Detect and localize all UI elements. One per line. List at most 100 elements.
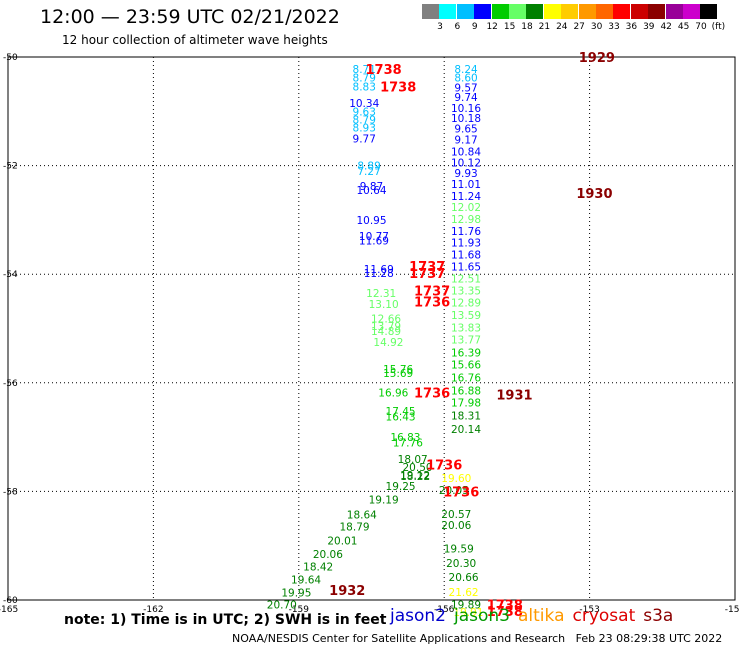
- time-label: 1736: [443, 485, 479, 500]
- color-swatch: [665, 4, 683, 19]
- swh-point: 19.59: [444, 543, 474, 555]
- footer-note: note: 1) Time is in UTC; 2) SWH is in fe…: [64, 612, 387, 628]
- time-label: 1738: [487, 598, 523, 613]
- swh-point: 19.19: [369, 495, 399, 507]
- time-label: 1736: [426, 458, 462, 473]
- swh-point: 12.98: [451, 214, 481, 226]
- legend-altika: altika: [518, 606, 565, 626]
- swh-point: 17.98: [451, 397, 481, 409]
- x-tick-label: -156: [434, 605, 455, 615]
- swh-point: 20.30: [446, 558, 476, 570]
- swh-point: 18.64: [347, 510, 377, 522]
- time-label: 1736: [414, 295, 450, 310]
- color-scale-label: 15: [503, 22, 516, 32]
- swh-point: 9.74: [454, 92, 478, 104]
- swh-point: 8.93: [353, 123, 376, 135]
- swh-point: 20.57: [441, 509, 471, 521]
- swh-point: 11.69: [359, 236, 389, 248]
- swh-point: 17.76: [393, 438, 423, 450]
- x-tick-label: -159: [289, 605, 310, 615]
- swh-point: 10.77: [359, 231, 389, 243]
- swh-point: 10.84: [451, 146, 481, 158]
- swh-point: 8.71: [353, 64, 376, 76]
- swh-point: 11.69: [364, 264, 394, 276]
- swh-point: 20.01: [327, 535, 357, 547]
- swh-point: 10.18: [451, 113, 481, 125]
- swh-point: 19.25: [386, 481, 416, 493]
- y-tick-label: -56: [3, 379, 18, 389]
- time-label: 1738: [380, 80, 416, 95]
- color-swatch: [526, 4, 544, 19]
- time-label: 1930: [576, 187, 612, 202]
- color-swatch: [543, 4, 561, 19]
- swh-point: 19.60: [441, 473, 471, 485]
- swh-point: 20.50: [403, 462, 433, 474]
- x-tick-label: -162: [143, 605, 163, 615]
- swh-point: 12.51: [451, 274, 481, 286]
- swh-point: 10.34: [349, 98, 379, 110]
- legend-cryosat: cryosat: [572, 606, 636, 626]
- swh-point: 16.96: [378, 388, 408, 400]
- swh-point: 9.63: [353, 106, 376, 118]
- time-label: 1737: [414, 284, 450, 299]
- color-swatch: [578, 4, 596, 19]
- swh-point: 11.93: [451, 238, 481, 250]
- swh-point: 13.83: [451, 322, 481, 334]
- chart-subtitle: 12 hour collection of altimeter wave hei…: [62, 33, 328, 47]
- time-label: 1737: [409, 260, 445, 275]
- swh-point: 20.06: [441, 520, 471, 532]
- swh-point: 10.95: [356, 215, 386, 227]
- credit-line: NOAA/NESDIS Center for Satellite Applica…: [232, 632, 723, 645]
- color-scale-label: 42: [660, 22, 672, 32]
- swh-point: 10.16: [451, 103, 481, 115]
- swh-point: 14.92: [373, 337, 403, 349]
- color-swatch: [630, 4, 648, 19]
- swh-point: 8.83: [353, 81, 376, 93]
- swh-point: 14.89: [371, 326, 401, 338]
- x-tick-label: -150: [725, 605, 740, 615]
- time-label: 1738: [487, 605, 523, 620]
- swh-point: 18.79: [340, 522, 370, 534]
- chart-title: 12:00 — 23:59 UTC 02/21/2022: [40, 6, 340, 28]
- satellite-legend: jason2 jason3 altika cryosat s3a: [390, 606, 681, 626]
- swh-point: 13.77: [451, 334, 481, 346]
- swh-point: 20.66: [449, 572, 479, 584]
- swh-point: 8.60: [454, 73, 477, 85]
- color-swatch: [596, 4, 613, 19]
- color-scale-label: 6: [454, 22, 461, 32]
- legend-jason3: jason3: [454, 606, 510, 626]
- color-swatch: [474, 4, 492, 19]
- color-swatch: [613, 4, 631, 19]
- color-swatch: [683, 4, 700, 19]
- swh-point: 12.31: [366, 288, 396, 300]
- swh-point: 8.24: [454, 64, 478, 76]
- color-scale-label: 70: [695, 22, 707, 32]
- swh-point: 12.89: [451, 297, 481, 309]
- swh-point: 11.76: [451, 226, 481, 238]
- time-label: 1932: [329, 584, 365, 599]
- y-tick-label: -60: [3, 596, 18, 606]
- swh-point: 11.28: [364, 268, 394, 280]
- swh-point: 11.24: [451, 191, 481, 203]
- swh-point: 15.66: [451, 359, 481, 371]
- swh-point: 20.14: [451, 424, 481, 436]
- time-label: 1737: [409, 267, 445, 282]
- swh-point: 18.42: [303, 561, 333, 573]
- swh-point: 12.66: [371, 314, 401, 326]
- color-scale-label: 27: [573, 22, 585, 32]
- y-tick-label: -58: [3, 487, 18, 497]
- color-scale-label: 9: [471, 22, 478, 32]
- swh-point: 15.76: [383, 364, 413, 376]
- swh-point: 9.77: [353, 133, 376, 145]
- swh-point: 9.57: [454, 82, 477, 94]
- color-swatch: [561, 4, 579, 19]
- swh-point: 11.01: [451, 179, 481, 191]
- swh-point: 18.31: [451, 410, 481, 422]
- swh-point: 17.45: [386, 406, 416, 418]
- swh-point: 9.17: [454, 135, 477, 147]
- color-swatch: [509, 4, 526, 19]
- color-scale-label: 39: [643, 22, 655, 32]
- swh-point: 20.06: [313, 549, 343, 561]
- swh-point: 16.43: [386, 411, 416, 423]
- y-tick-label: -52: [3, 162, 18, 172]
